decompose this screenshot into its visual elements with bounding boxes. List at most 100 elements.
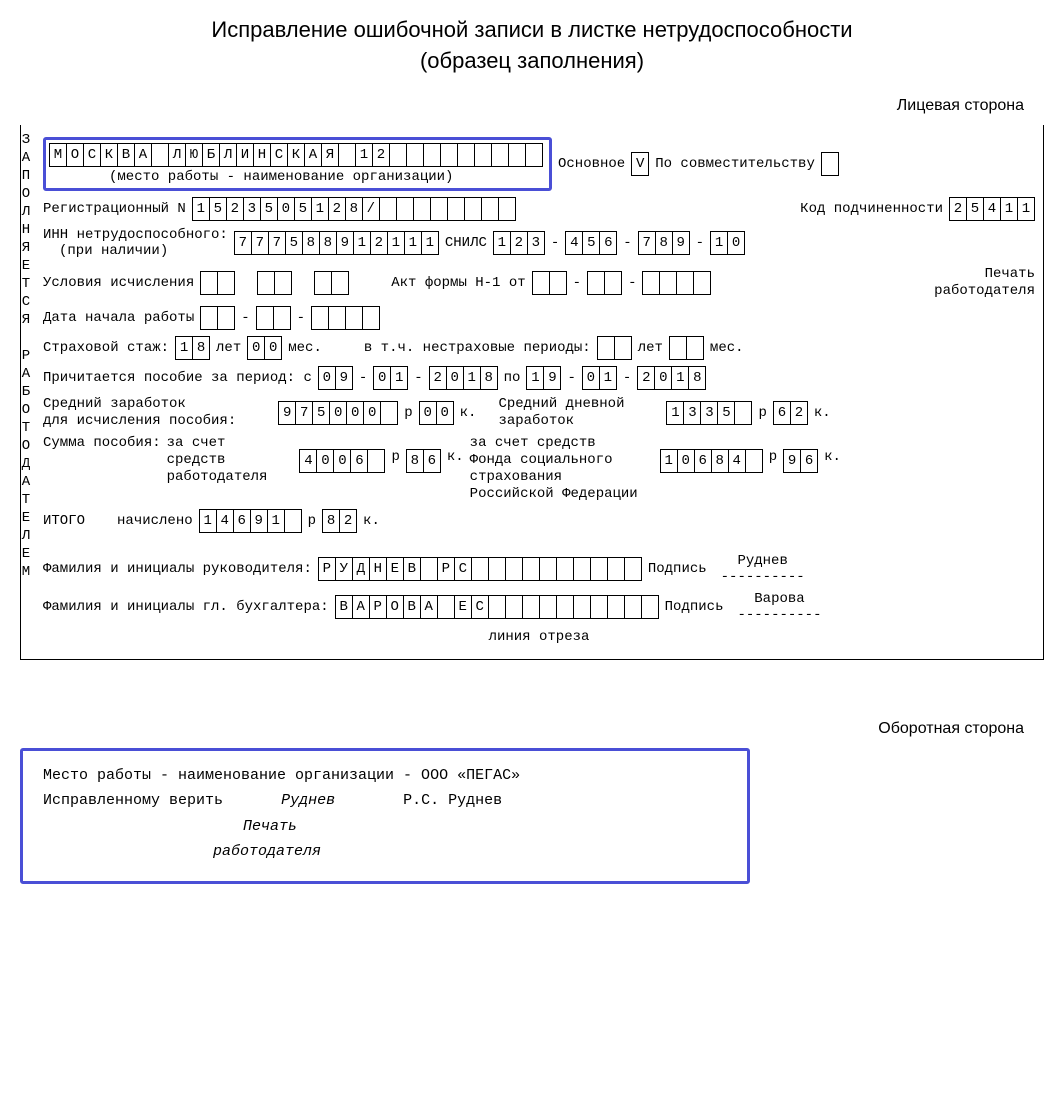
cell: М xyxy=(49,143,67,167)
back-line-1: Место работы - наименование организации … xyxy=(43,763,727,789)
registration-row: Регистрационный N 1523505128/ Код подчин… xyxy=(43,197,1035,221)
cell: 9 xyxy=(543,366,561,390)
rub-4: р xyxy=(769,449,777,465)
avg-rub: 975000 xyxy=(278,401,398,425)
cell xyxy=(641,595,659,619)
cell: 1 xyxy=(355,143,373,167)
cell: 0 xyxy=(318,366,336,390)
cell: 9 xyxy=(250,509,268,533)
cell xyxy=(607,595,625,619)
cell xyxy=(217,306,235,330)
back-line-4: работодателя xyxy=(213,839,727,865)
fss-l2: Фонда социального xyxy=(470,452,638,469)
cell xyxy=(642,271,660,295)
cell: А xyxy=(134,143,152,167)
cell: 5 xyxy=(209,197,227,221)
cell xyxy=(539,595,557,619)
ben-from-m: 01 xyxy=(373,366,408,390)
cell: 0 xyxy=(654,366,672,390)
kop-2: к. xyxy=(814,405,831,421)
cell xyxy=(396,197,414,221)
snils-g1: 123 xyxy=(493,231,545,255)
emp-l1: за счет xyxy=(167,435,268,452)
mes-2: мес. xyxy=(710,340,744,356)
title-line-1: Исправление ошибочной записи в листке не… xyxy=(211,17,852,42)
akt-label: Акт формы Н-1 от xyxy=(391,275,525,291)
let-1: лет xyxy=(216,340,241,356)
fss-l3: страхования xyxy=(470,469,638,486)
cell: 1 xyxy=(671,366,689,390)
back-line-2: Исправленному верить Руднев Р.С. Руднев xyxy=(43,788,727,814)
nestr-label: в т.ч. нестраховые периоды: xyxy=(364,340,591,356)
cell: 1 xyxy=(463,366,481,390)
cell: 1 xyxy=(267,509,285,533)
cell: А xyxy=(420,595,438,619)
cell: 9 xyxy=(278,401,296,425)
cell: 0 xyxy=(346,401,364,425)
vertical-header: ЗАПОЛНЯЕТСЯ РАБОТОДАТЕЛЕМ xyxy=(21,125,39,659)
cell xyxy=(624,595,642,619)
cell: 2 xyxy=(226,197,244,221)
cell: О xyxy=(66,143,84,167)
cell xyxy=(471,557,489,581)
cell xyxy=(284,509,302,533)
cell: 1 xyxy=(1017,197,1035,221)
sovmest-box xyxy=(821,152,839,176)
emp-kop: 86 xyxy=(406,449,441,473)
cell: 8 xyxy=(345,197,363,221)
stazh-y: 18 xyxy=(175,336,210,360)
cell xyxy=(659,271,677,295)
fss-kop: 96 xyxy=(783,449,818,473)
podpis-1: Подпись xyxy=(648,561,707,577)
cell: 9 xyxy=(335,366,353,390)
avg-earnings-row: Средний заработок для исчисления пособия… xyxy=(43,396,1035,430)
cell xyxy=(624,557,642,581)
cell xyxy=(549,271,567,295)
cell: 0 xyxy=(264,336,282,360)
cell xyxy=(532,271,550,295)
cell: 4 xyxy=(216,509,234,533)
cell: 9 xyxy=(672,231,690,255)
kod-label: Код подчиненности xyxy=(800,201,943,217)
back-l2a: Исправленному верить xyxy=(43,792,223,809)
cell: 1 xyxy=(710,231,728,255)
ruk-sig: Руднев ---------- xyxy=(721,553,805,585)
cell xyxy=(338,143,356,167)
cell: А xyxy=(304,143,322,167)
cell xyxy=(437,595,455,619)
cell xyxy=(488,557,506,581)
cell: 5 xyxy=(966,197,984,221)
emp-label: за счет средств работодателя xyxy=(167,435,268,485)
cell: 2 xyxy=(510,231,528,255)
cell: Е xyxy=(454,595,472,619)
cell xyxy=(331,271,349,295)
cell xyxy=(474,143,492,167)
cell xyxy=(430,197,448,221)
cell xyxy=(420,557,438,581)
cell: 1 xyxy=(493,231,511,255)
cell: 1 xyxy=(526,366,544,390)
cell: 8 xyxy=(688,366,706,390)
cell xyxy=(686,336,704,360)
pechat-l2: работодателя xyxy=(934,283,1035,300)
cell: 1 xyxy=(660,449,678,473)
usl-g3 xyxy=(314,271,349,295)
day-kop: 62 xyxy=(773,401,808,425)
cell xyxy=(447,197,465,221)
cell xyxy=(573,557,591,581)
buh-name: Варова xyxy=(754,591,804,607)
itogo-row: ИТОГО начислено 14691 р 82 к. xyxy=(43,509,1035,533)
back-l2c: Р.С. Руднев xyxy=(403,792,502,809)
cell: 7 xyxy=(295,401,313,425)
stazh-m: 00 xyxy=(247,336,282,360)
cell: К xyxy=(100,143,118,167)
cell: 5 xyxy=(294,197,312,221)
cell: 4 xyxy=(983,197,1001,221)
back-side-label: Оборотная сторона xyxy=(20,720,1024,738)
cell: 6 xyxy=(773,401,791,425)
fss-label: за счет средств Фонда социального страхо… xyxy=(470,435,638,502)
cell xyxy=(734,401,752,425)
cell: 0 xyxy=(363,401,381,425)
ruk-label: Фамилия и инициалы руководителя: xyxy=(43,561,312,577)
akt-g1 xyxy=(532,271,567,295)
